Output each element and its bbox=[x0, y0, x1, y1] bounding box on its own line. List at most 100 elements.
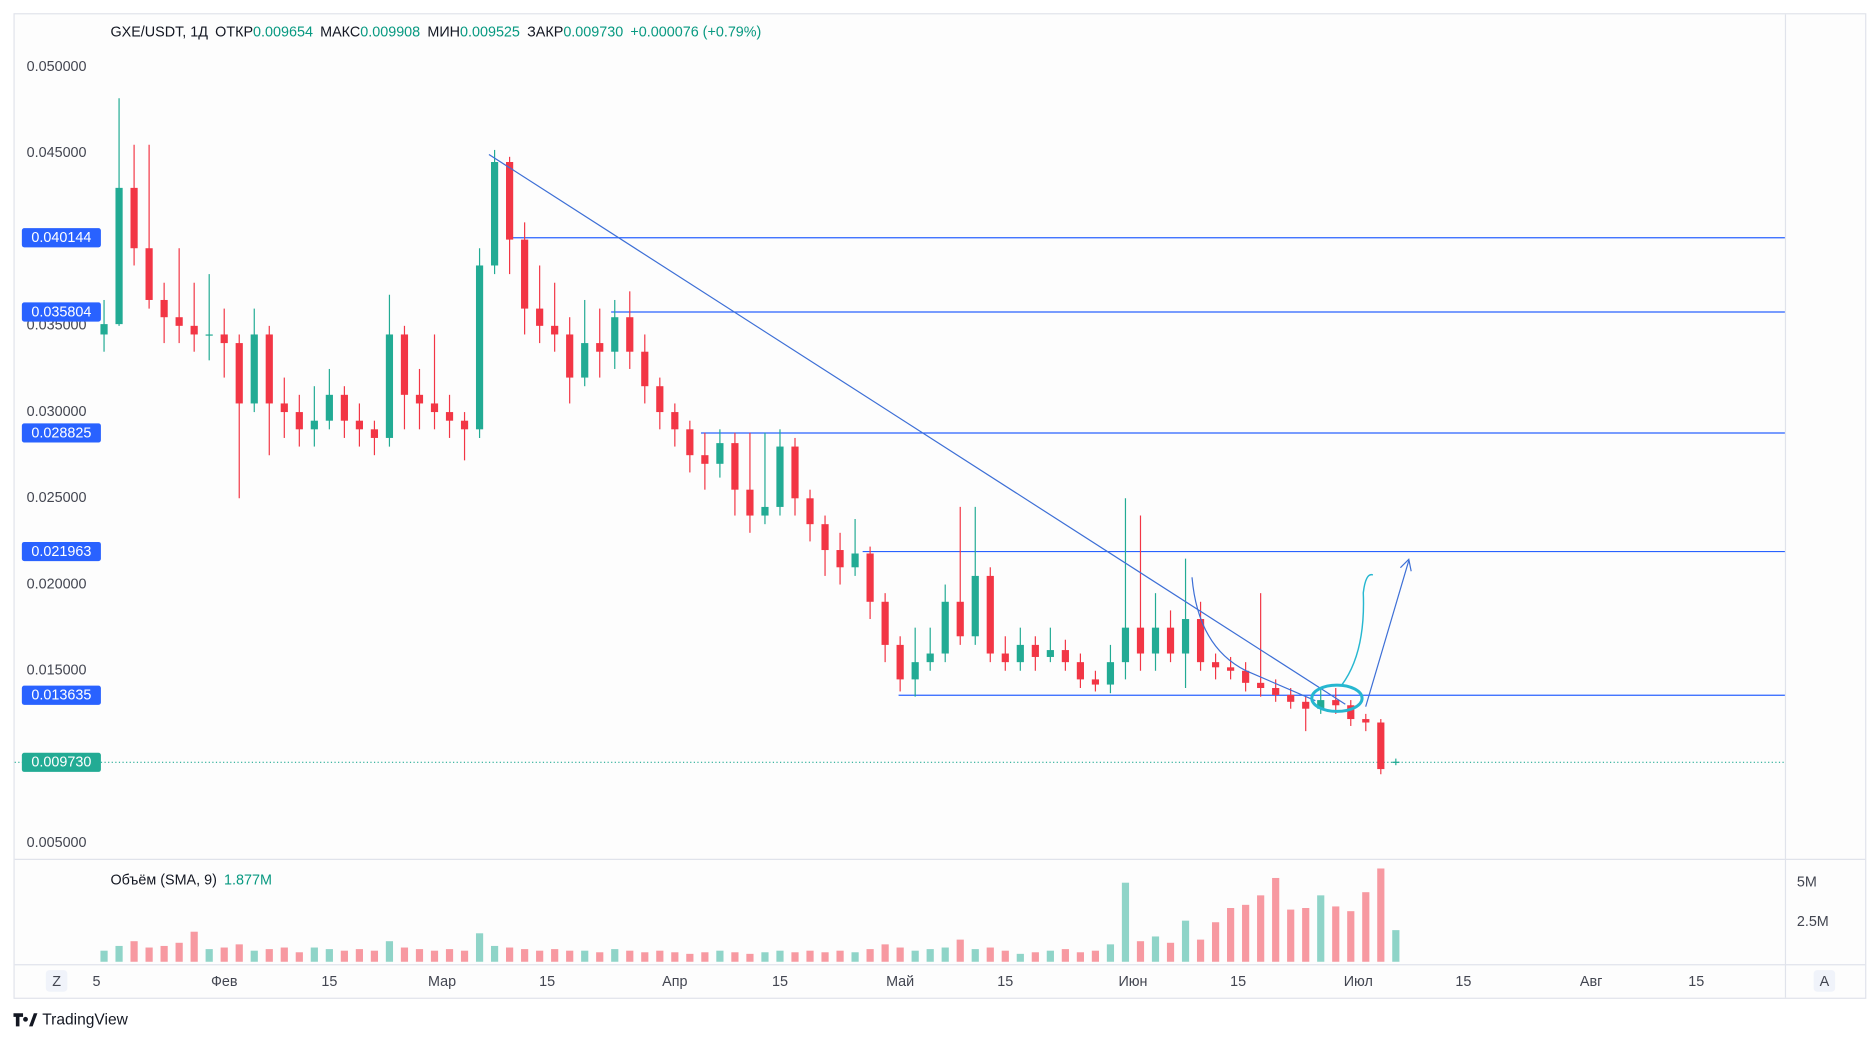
level-label: 0.013635 bbox=[31, 688, 91, 704]
y-tick-label: 0.025000 bbox=[27, 490, 87, 506]
volume-bar bbox=[1061, 949, 1069, 962]
volume-bar bbox=[521, 949, 529, 962]
volume-bar bbox=[355, 949, 363, 962]
candle-body bbox=[1076, 662, 1084, 680]
x-tick-label: Фев bbox=[211, 974, 238, 990]
candle-body bbox=[1106, 662, 1115, 685]
candle-body bbox=[941, 601, 949, 654]
candle-body bbox=[716, 443, 724, 464]
volume-bar bbox=[566, 950, 574, 962]
candle-body bbox=[776, 446, 784, 507]
drawn-ellipse bbox=[1310, 683, 1364, 713]
arrow-head bbox=[1399, 558, 1412, 572]
y-tick-label: 0.050000 bbox=[27, 59, 87, 75]
level-label: 0.021963 bbox=[31, 544, 91, 560]
candle-body bbox=[1332, 700, 1340, 706]
ohlc-label: МАКС bbox=[320, 24, 360, 40]
candle-body bbox=[1016, 644, 1024, 663]
volume-bar bbox=[1076, 952, 1084, 962]
button[interactable] bbox=[45, 970, 68, 992]
volume-bar bbox=[506, 947, 514, 962]
level-label: 0.035804 bbox=[31, 304, 91, 320]
volume-bar bbox=[806, 950, 814, 962]
candle-body bbox=[1227, 667, 1235, 671]
last-price-label: 0.009730 bbox=[31, 755, 91, 771]
candle-body bbox=[400, 334, 409, 395]
candle-body bbox=[355, 420, 363, 430]
volume-bar bbox=[986, 947, 994, 962]
candle-body bbox=[566, 334, 574, 378]
volume-bar bbox=[851, 952, 859, 962]
candle-body bbox=[536, 308, 544, 326]
candle-body bbox=[506, 162, 514, 240]
candle-body bbox=[1181, 619, 1190, 654]
candle-body bbox=[1272, 688, 1280, 695]
volume-bar bbox=[1031, 952, 1039, 962]
volume-bar bbox=[581, 950, 589, 962]
candle-body bbox=[415, 394, 424, 404]
x-tick-label: Июн bbox=[1118, 974, 1147, 990]
candle-body bbox=[340, 394, 348, 421]
volume-bar bbox=[190, 931, 198, 962]
volume-bar bbox=[265, 949, 273, 962]
volume-bar bbox=[971, 949, 979, 962]
candle-body bbox=[475, 265, 484, 430]
volume-bar bbox=[1151, 936, 1160, 962]
volume-bar bbox=[310, 947, 318, 962]
candle-body bbox=[295, 412, 303, 430]
button-label[interactable]: A bbox=[1820, 974, 1830, 990]
y-tick-label: 0.005000 bbox=[27, 835, 87, 851]
level-label-box bbox=[21, 541, 101, 562]
level-label: 0.028825 bbox=[31, 425, 91, 441]
candle-body bbox=[911, 662, 919, 680]
candle-body bbox=[190, 325, 198, 335]
level-label-box bbox=[21, 685, 101, 705]
candle-body bbox=[1242, 670, 1250, 683]
volume-bar bbox=[280, 947, 288, 962]
button[interactable] bbox=[1813, 970, 1836, 992]
candle-body bbox=[626, 317, 634, 352]
volume-bar bbox=[551, 949, 559, 962]
volume-bar bbox=[250, 950, 258, 962]
ohlc-label: МИН bbox=[427, 24, 460, 40]
x-tick-label: 15 bbox=[772, 974, 788, 990]
volume-bar bbox=[1016, 953, 1024, 962]
volume-bar bbox=[701, 952, 709, 962]
candle-body bbox=[971, 575, 979, 637]
candle-body bbox=[986, 575, 994, 654]
volume-bar bbox=[536, 950, 544, 962]
x-tick-label: 15 bbox=[1230, 974, 1246, 990]
x-tick-label: Мар bbox=[428, 974, 456, 990]
candle-body bbox=[1347, 705, 1355, 720]
volume-bar bbox=[1181, 920, 1190, 962]
candle-body bbox=[806, 498, 814, 525]
button-label[interactable]: Z bbox=[52, 974, 61, 990]
y-tick-label: 0.045000 bbox=[27, 145, 87, 161]
volume-bar bbox=[641, 952, 649, 962]
volume-tick-label: 5M bbox=[1797, 875, 1817, 891]
candle-body bbox=[1377, 722, 1385, 770]
brand: TradingView bbox=[42, 1012, 128, 1029]
volume-bar bbox=[1272, 877, 1280, 962]
candle-body bbox=[250, 334, 258, 404]
candle-body bbox=[926, 653, 934, 663]
candle-body bbox=[430, 403, 439, 413]
candle-body bbox=[956, 601, 964, 637]
volume-bar bbox=[1377, 868, 1385, 962]
drawn-curve bbox=[1341, 573, 1374, 686]
x-tick-label: 15 bbox=[997, 974, 1013, 990]
volume-bar bbox=[671, 952, 679, 962]
volume-value: 1.877M bbox=[224, 872, 272, 888]
chart-header: GXE/USDT, 1Д ОТКР0.009654 МАКС0.009908 МИН0… bbox=[110, 24, 761, 40]
volume-layer bbox=[100, 868, 1400, 962]
volume-bar bbox=[1287, 909, 1295, 962]
candle-body bbox=[1166, 627, 1175, 654]
change: +0.000076 (+0.79%) bbox=[630, 24, 761, 40]
candle-body bbox=[100, 324, 108, 335]
candle-body bbox=[1196, 619, 1205, 663]
candle-body bbox=[1151, 627, 1160, 654]
volume-bar bbox=[1332, 906, 1340, 962]
volume-bar bbox=[1257, 895, 1265, 962]
logo: TradingView bbox=[13, 1012, 129, 1029]
volume-bar bbox=[746, 953, 754, 962]
